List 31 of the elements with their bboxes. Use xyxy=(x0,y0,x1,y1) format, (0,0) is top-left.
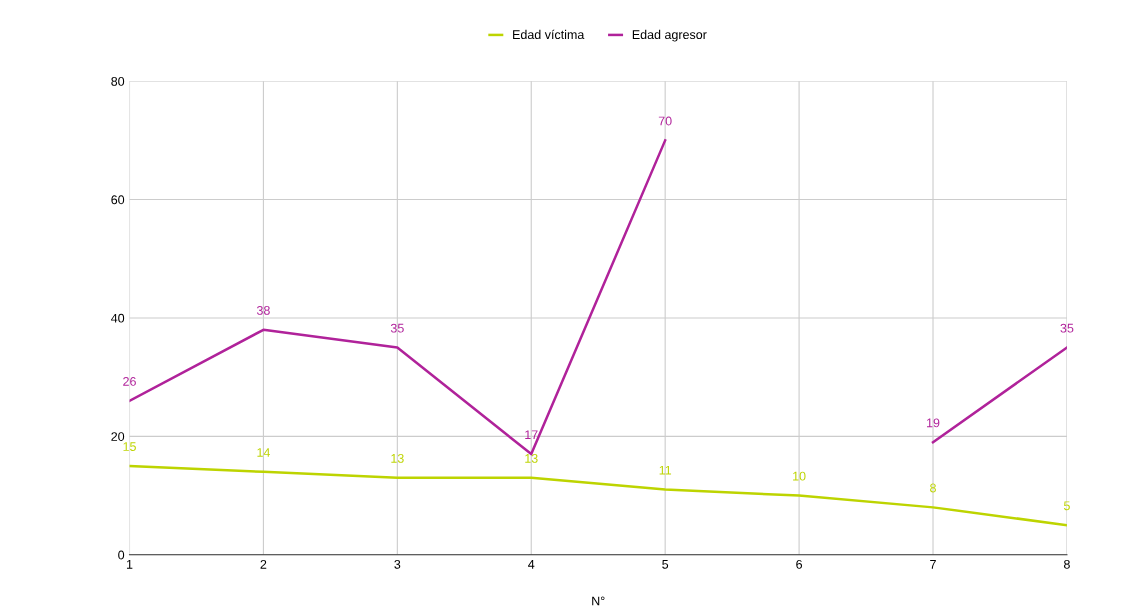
legend-label: Edad agresor xyxy=(632,29,707,42)
x-tick-label: 7 xyxy=(930,560,936,569)
x-axis-title: N° xyxy=(592,596,605,606)
x-tick-label: 5 xyxy=(662,560,669,569)
data-label: 8 xyxy=(930,483,936,493)
data-label: 13 xyxy=(391,453,404,463)
data-label: 19 xyxy=(927,418,940,428)
y-tick-label: 60 xyxy=(111,195,125,205)
data-label: 10 xyxy=(793,471,806,481)
x-tick-label: 6 xyxy=(796,559,803,569)
data-label: 35 xyxy=(1060,323,1074,333)
y-tick-label: 20 xyxy=(111,432,125,441)
data-label: 35 xyxy=(390,323,404,333)
y-tick-label: 80 xyxy=(111,76,125,86)
x-tick-label: 2 xyxy=(260,559,267,569)
data-label: 5 xyxy=(1063,501,1070,511)
data-label: 70 xyxy=(658,116,672,126)
data-label: 11 xyxy=(659,465,672,475)
data-label: 15 xyxy=(123,442,136,451)
x-tick-label: 3 xyxy=(394,559,401,569)
data-label: 26 xyxy=(123,377,136,386)
y-tick-label: 0 xyxy=(118,550,125,560)
x-tick-label: 4 xyxy=(528,560,535,569)
legend-label: Edad víctima xyxy=(513,29,585,40)
y-tick-label: 40 xyxy=(111,313,125,323)
data-label: 38 xyxy=(256,305,270,315)
x-tick-label: 1 xyxy=(126,560,133,569)
data-label: 17 xyxy=(525,430,538,440)
data-label: 13 xyxy=(525,453,538,463)
data-label: 14 xyxy=(257,448,270,457)
x-tick-label: 8 xyxy=(1063,559,1070,569)
